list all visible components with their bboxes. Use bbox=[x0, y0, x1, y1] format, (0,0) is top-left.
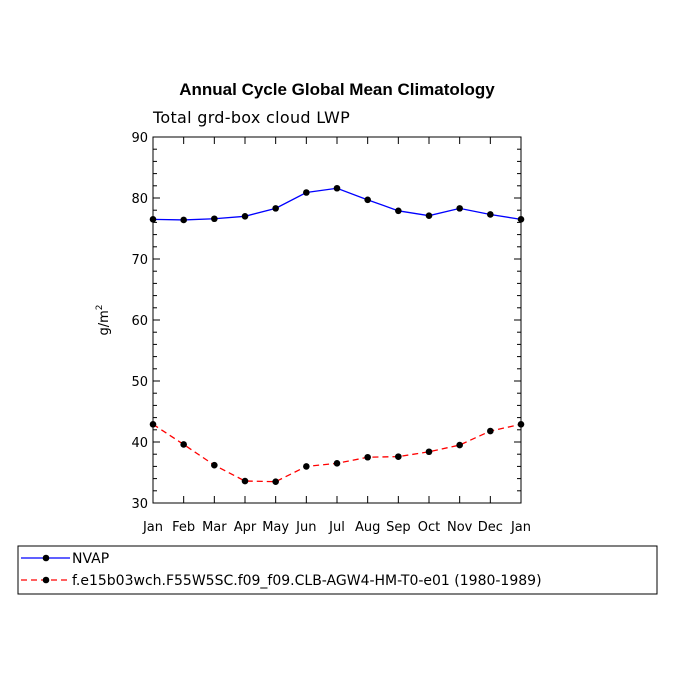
y-tick-label: 70 bbox=[131, 253, 148, 268]
data-point bbox=[211, 215, 218, 223]
y-tick-label: 40 bbox=[131, 436, 148, 451]
legend-entry-label: NVAP bbox=[72, 551, 109, 567]
x-tick-label: Jun bbox=[295, 520, 316, 535]
legend-entry-label: f.e15b03wch.F55W5SC.f09_f09.CLB-AGW4-HM-… bbox=[72, 573, 542, 589]
data-point bbox=[333, 184, 341, 192]
x-tick-label: May bbox=[262, 520, 289, 535]
x-tick-label: Nov bbox=[447, 520, 473, 535]
y-axis-label: g/m2 bbox=[95, 304, 112, 335]
data-point bbox=[149, 216, 157, 223]
x-tick-label: Jan bbox=[142, 520, 163, 535]
data-point bbox=[425, 212, 433, 219]
data-point bbox=[456, 205, 463, 212]
y-tick-label: 90 bbox=[131, 131, 148, 146]
data-point bbox=[241, 213, 249, 220]
data-point bbox=[272, 478, 279, 485]
series-line bbox=[152, 423, 522, 483]
y-tick-label: 50 bbox=[131, 375, 148, 390]
series-layer bbox=[149, 184, 525, 485]
data-point bbox=[517, 421, 525, 428]
legend-marker bbox=[42, 554, 50, 562]
data-point bbox=[211, 461, 218, 469]
chart-title: Annual Cycle Global Mean Climatology bbox=[179, 80, 495, 99]
data-point bbox=[303, 189, 310, 196]
data-point bbox=[395, 207, 402, 215]
x-tick-label: Dec bbox=[478, 520, 503, 535]
x-tick-label: Mar bbox=[202, 520, 227, 535]
x-tick-label: Jul bbox=[328, 520, 345, 535]
data-point bbox=[425, 448, 433, 456]
chart-subtitle: Total grd-box cloud LWP bbox=[152, 108, 350, 127]
data-point bbox=[364, 196, 371, 204]
legend-marker bbox=[42, 576, 50, 584]
legend-box bbox=[17, 545, 658, 595]
plot-axes: 30 40 50 60 70 80 90 Jan Feb Mar Apr May Jun Jul Aug Se… bbox=[95, 131, 531, 535]
x-tick-label: Oct bbox=[418, 520, 440, 535]
data-point bbox=[487, 427, 494, 435]
x-tick-label: Feb bbox=[172, 520, 195, 535]
legend: NVAP f.e15b03wch.F55W5SC.f09_f09.CLB-AGW4… bbox=[17, 545, 658, 595]
series-line bbox=[152, 187, 522, 221]
data-point bbox=[180, 216, 187, 224]
data-point bbox=[272, 205, 279, 212]
x-tick-label: Jan bbox=[510, 520, 531, 535]
y-tick-label: 60 bbox=[131, 314, 148, 329]
series-2 bbox=[149, 421, 525, 485]
x-tick-label: Apr bbox=[234, 520, 257, 535]
data-point bbox=[364, 453, 371, 461]
data-point bbox=[456, 441, 463, 449]
data-point bbox=[180, 441, 187, 448]
data-point bbox=[333, 460, 341, 467]
data-point bbox=[395, 453, 402, 460]
data-point bbox=[241, 477, 249, 485]
y-tick-label: 80 bbox=[131, 192, 148, 207]
data-point bbox=[487, 211, 494, 218]
plot-frame bbox=[152, 136, 522, 504]
series-1 bbox=[149, 184, 525, 224]
y-tick-label: 30 bbox=[131, 497, 148, 512]
data-point bbox=[517, 216, 525, 223]
x-tick-label: Sep bbox=[386, 520, 411, 535]
x-tick-label: Aug bbox=[355, 520, 380, 535]
data-point bbox=[149, 421, 157, 428]
data-point bbox=[303, 463, 310, 470]
